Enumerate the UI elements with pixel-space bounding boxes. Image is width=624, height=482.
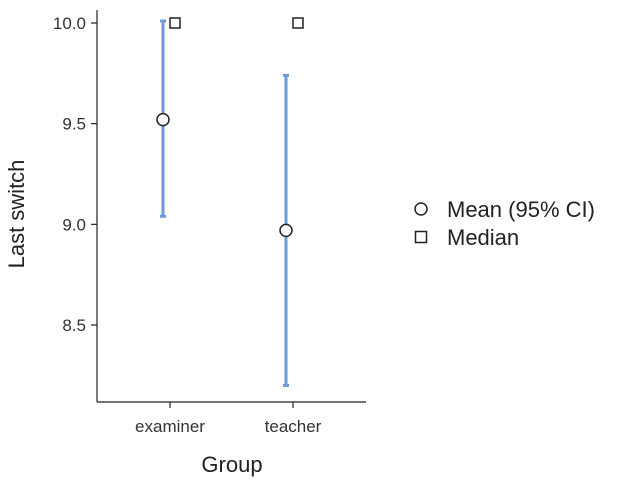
markers <box>156 17 304 238</box>
legend-label-median: Median <box>447 225 519 250</box>
errorbars <box>160 19 289 387</box>
legend-label-mean: Mean (95% CI) <box>447 197 595 222</box>
mean-point-teacher <box>279 223 293 238</box>
median-point-teacher <box>292 17 304 29</box>
legend-circle-icon <box>414 202 428 216</box>
y-tick-label: 10.0 <box>53 14 86 33</box>
y-tick-label: 9.0 <box>62 215 86 234</box>
mean-point-examiner <box>156 112 170 127</box>
y-tick-label: 9.5 <box>62 115 86 134</box>
axes <box>96 10 366 403</box>
y-ticks: 8.5 9.0 9.5 10.0 <box>53 14 97 335</box>
legend: Mean (95% CI) Median <box>414 197 595 250</box>
x-tick-label: examiner <box>135 417 205 436</box>
y-axis-title: Last switch <box>4 160 29 269</box>
x-ticks: examiner teacher <box>135 402 322 436</box>
legend-square-icon <box>414 230 428 244</box>
x-tick-label: teacher <box>265 417 322 436</box>
x-axis-title: Group <box>201 452 262 477</box>
median-point-examiner <box>169 17 181 29</box>
y-tick-label: 8.5 <box>62 316 86 335</box>
